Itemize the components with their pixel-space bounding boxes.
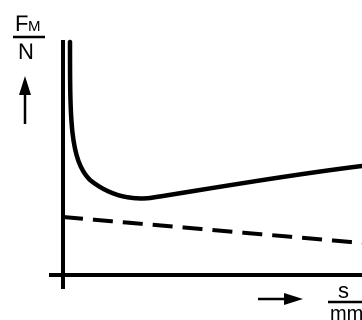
x-axis-symbol: s	[338, 278, 349, 303]
up-arrow-icon	[19, 76, 31, 124]
dashed-curve	[62, 215, 362, 245]
x-axis-label: s mm	[328, 278, 362, 320]
y-axis-symbol: F	[15, 11, 28, 36]
y-axis-label: F M N	[13, 11, 45, 64]
x-axis-unit: mm	[330, 303, 362, 320]
right-arrow-icon	[258, 293, 303, 305]
y-axis-subscript: M	[28, 18, 41, 35]
solid-curve	[67, 39, 362, 201]
y-axis-unit: N	[18, 39, 34, 64]
